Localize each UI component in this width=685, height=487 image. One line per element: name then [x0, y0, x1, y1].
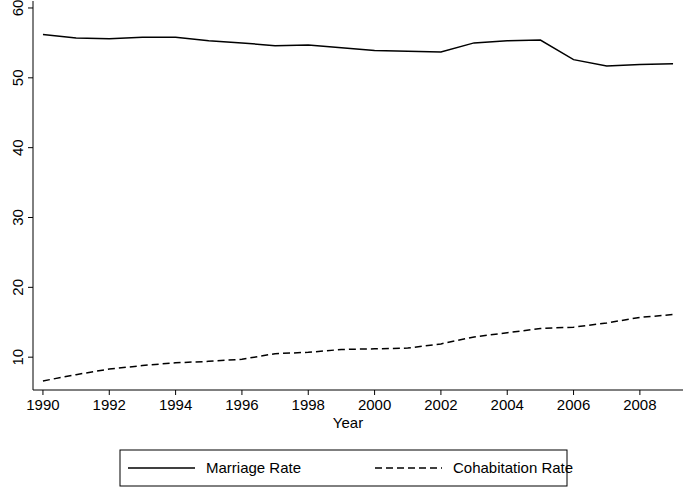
series-line	[43, 315, 673, 381]
legend-swatch	[375, 467, 442, 469]
plot-lines	[43, 35, 673, 381]
y-tick-label: 10	[9, 349, 26, 366]
x-tick-label: 2002	[424, 396, 457, 413]
x-tick	[440, 390, 441, 395]
x-tick	[507, 390, 508, 395]
y-tick	[28, 357, 33, 358]
chart: 10 20 30 40 50 60 1990 1992 1994 1996 1998 2000 2002…	[0, 0, 685, 487]
y-tick-label: 50	[9, 69, 26, 86]
x-tick-label: 1996	[225, 396, 258, 413]
x-axis	[33, 390, 683, 391]
y-tick	[28, 7, 33, 8]
x-tick-label: 1998	[292, 396, 325, 413]
x-tick-label: 2000	[358, 396, 391, 413]
y-tick-label: 30	[9, 209, 26, 226]
x-tick	[175, 390, 176, 395]
legend-swatch	[128, 467, 195, 469]
y-tick	[28, 217, 33, 218]
y-tick-label: 40	[9, 139, 26, 156]
y-tick	[28, 147, 33, 148]
y-tick	[28, 77, 33, 78]
x-tick-label: 1992	[93, 396, 126, 413]
x-tick	[374, 390, 375, 395]
y-axis	[33, 1, 34, 390]
x-tick	[573, 390, 574, 395]
y-tick-label: 20	[9, 279, 26, 296]
series-line	[43, 35, 673, 66]
x-tick-label: 1990	[26, 396, 59, 413]
x-tick	[639, 390, 640, 395]
background	[0, 0, 685, 487]
y-tick	[28, 287, 33, 288]
x-tick	[308, 390, 309, 395]
x-axis-label: Year	[333, 414, 363, 431]
legend-label: Marriage Rate	[206, 459, 301, 476]
x-tick	[241, 390, 242, 395]
legend: Marriage Rate Cohabitation Rate	[120, 450, 573, 486]
x-tick	[109, 390, 110, 395]
x-tick-label: 2008	[623, 396, 656, 413]
x-tick-label: 2006	[557, 396, 590, 413]
x-tick	[42, 390, 43, 395]
x-tick-label: 2004	[491, 396, 524, 413]
y-tick-label: 60	[9, 0, 26, 16]
x-tick-label: 1994	[159, 396, 192, 413]
legend-label: Cohabitation Rate	[453, 459, 573, 476]
